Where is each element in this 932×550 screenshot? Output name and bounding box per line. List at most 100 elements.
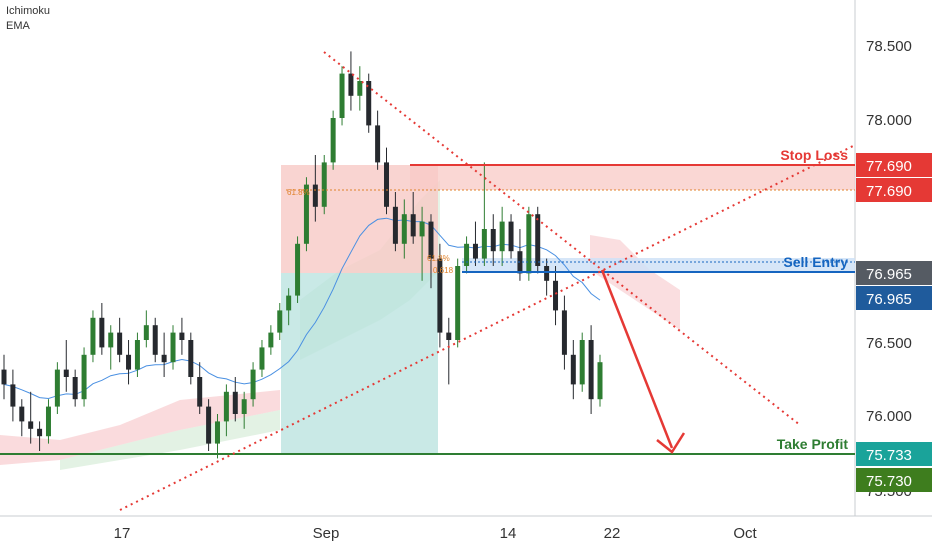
price-badge: 75.730 [856,468,932,492]
price-badge: 76.965 [856,261,932,285]
svg-text:77.690: 77.690 [866,183,912,200]
y-tick-label: 76.500 [866,335,912,352]
candle [28,391,34,444]
candle [588,325,594,414]
candle [108,325,114,370]
candle [117,317,123,363]
candle [419,206,425,281]
price-badge: 75.733 [856,442,932,466]
candle [241,391,247,429]
candle [188,332,194,385]
candle [179,317,185,355]
x-tick-label: Oct [733,525,757,542]
candle [1,354,7,400]
candle [277,303,283,340]
candle [214,414,220,459]
candle [579,332,585,392]
candle [37,421,43,451]
candle [410,192,416,244]
candle [375,110,381,170]
candle [446,317,452,385]
svg-text:76.965: 76.965 [866,291,912,308]
candle [597,354,603,407]
svg-text:77.690: 77.690 [866,158,912,175]
candle [268,325,274,355]
candle [561,295,567,370]
candle [19,399,25,437]
candle [90,310,96,363]
candle [570,340,576,400]
svg-text:75.730: 75.730 [866,473,912,490]
teal-reward-zone [281,273,438,453]
candle [161,332,167,377]
candle [45,399,51,444]
indicator-label-ichimoku: Ichimoku [6,5,51,17]
candle [63,340,69,392]
candle [455,258,461,348]
ascending-trendline[interactable] [119,144,856,511]
candle [535,206,541,274]
candle [401,199,407,259]
candle [544,258,550,296]
candle [10,369,16,422]
candle [197,362,203,414]
candle [250,362,256,407]
take-profit-label: Take Profit [777,436,849,452]
svg-text:76.965: 76.965 [866,266,912,283]
candle [517,229,523,281]
candle [321,155,327,215]
price-badge: 76.965 [856,286,932,310]
candle [499,206,505,266]
candle [366,73,372,133]
y-tick-label: 78.000 [866,112,912,129]
x-tick-label: Sep [313,525,340,542]
x-tick-label: 14 [500,525,517,542]
candle [206,399,212,451]
sell-entry-label: Sell Entry [783,254,848,270]
candlesticks [1,51,603,459]
candle [134,332,140,377]
candle [126,340,132,385]
price-badge: 77.690 [856,153,932,177]
candle [295,236,301,303]
candle [526,206,532,281]
candle [232,377,238,422]
candle [464,236,470,274]
candle [339,66,345,126]
x-tick-label: 17 [114,525,131,542]
sell-entry-zone [462,258,855,272]
candle [481,162,487,266]
candle [508,214,514,259]
projection-arrow [600,269,686,454]
candle [472,221,478,266]
candle [143,310,149,348]
fib-upper-label: 61.8% [287,188,310,197]
price-badge: 77.690 [856,178,932,202]
fib-lower-label: 0.618 [433,266,454,275]
candle [428,214,434,289]
candle [152,317,158,363]
x-tick-label: 22 [604,525,621,542]
candle [54,362,60,414]
candle [357,66,363,111]
y-tick-label: 78.500 [866,38,912,55]
candle [72,369,78,407]
candle [259,340,265,377]
candle [81,347,87,407]
candle [170,325,176,370]
candle [286,288,292,326]
candle [330,110,336,170]
stop-loss-zone [410,165,855,190]
candle [392,192,398,252]
svg-text:75.733: 75.733 [866,447,912,464]
candle [348,51,354,111]
y-tick-label: 76.000 [866,408,912,425]
stop-loss-label: Stop Loss [780,147,848,163]
candle [223,384,229,437]
candle [490,214,496,266]
fib-mid-label: 61.8% [427,254,450,263]
candle [312,155,318,222]
candle [553,266,559,326]
candle [437,243,443,348]
